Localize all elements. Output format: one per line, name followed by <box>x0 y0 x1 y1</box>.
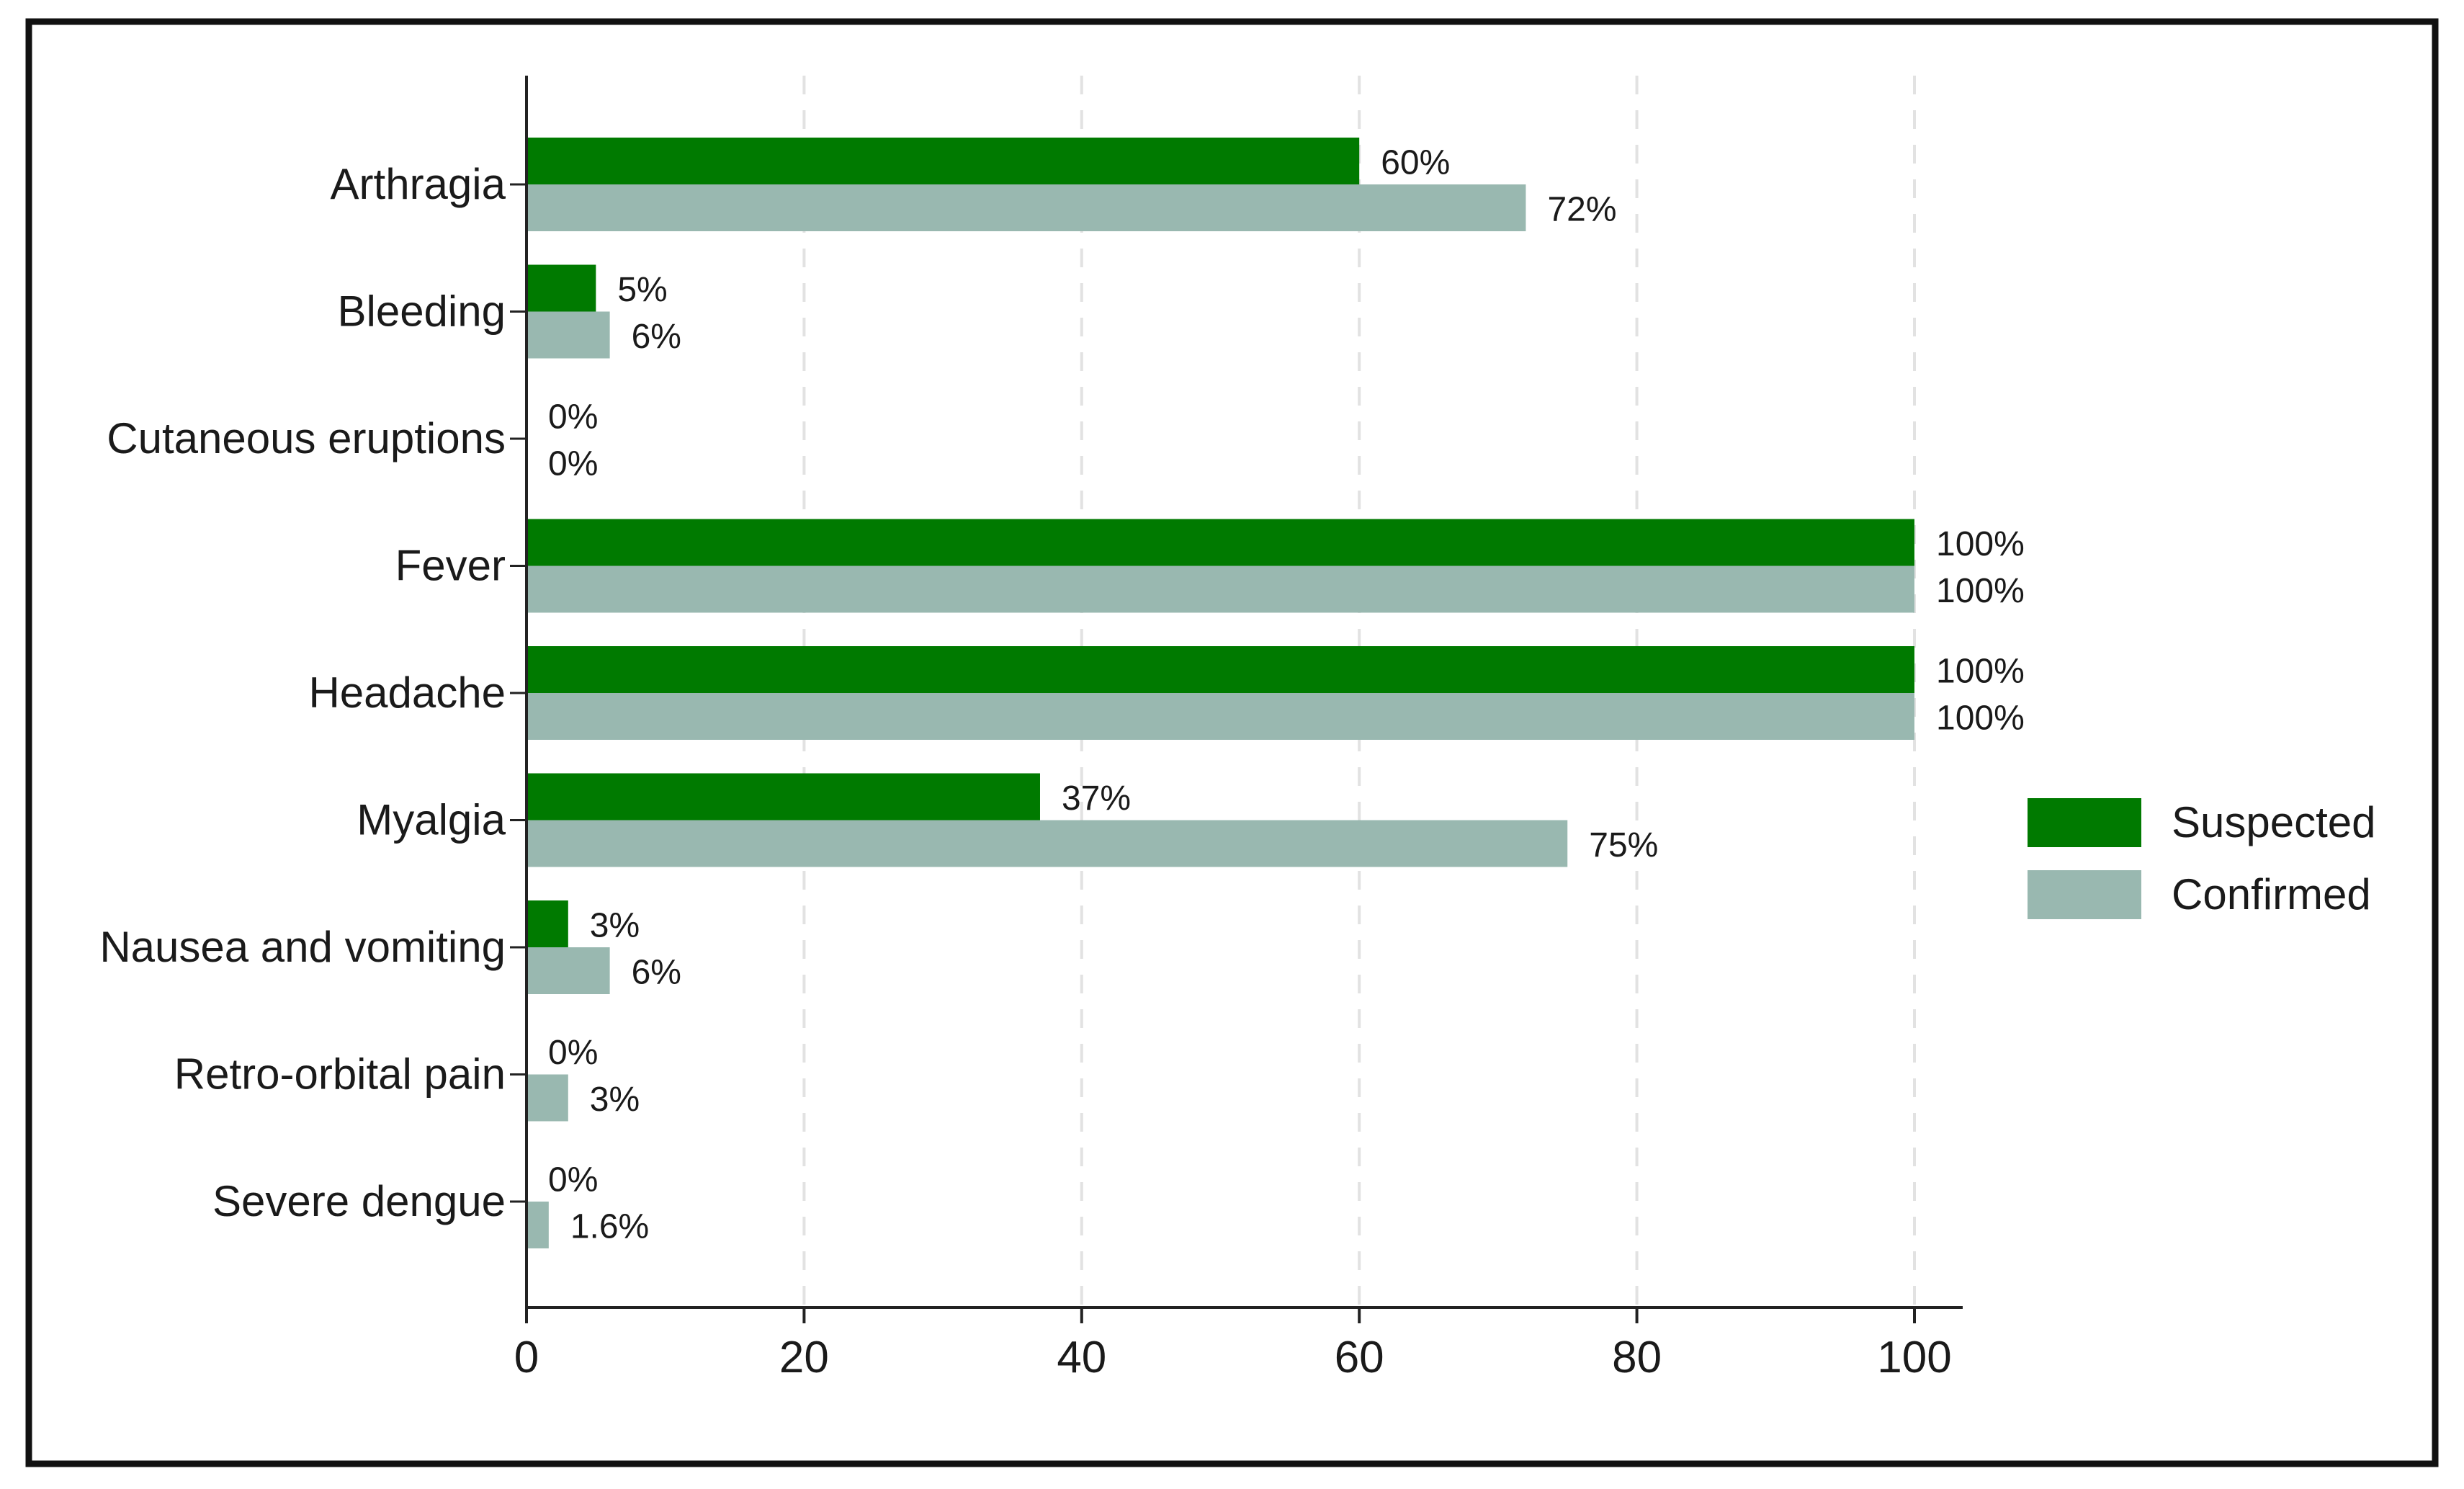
category-label: Severe dengue <box>212 1177 506 1225</box>
data-label: 75% <box>1589 826 1658 864</box>
x-tick-label: 60 <box>1335 1333 1384 1382</box>
data-label: 6% <box>632 318 681 356</box>
category-label: Fever <box>395 542 506 590</box>
data-label: 0% <box>548 1161 598 1199</box>
bar-suspected <box>527 264 596 312</box>
data-label: 3% <box>590 1081 640 1119</box>
category-label: Cutaneous eruptions <box>107 414 506 462</box>
x-tick-label: 40 <box>1057 1333 1106 1382</box>
category-label: Arthragia <box>331 160 506 208</box>
data-label: 1.6% <box>570 1208 649 1246</box>
x-tick-label: 80 <box>1612 1333 1662 1382</box>
data-label: 100% <box>1936 699 2025 738</box>
bar-confirmed <box>527 947 610 994</box>
bar-confirmed <box>527 311 610 359</box>
category-label: Nausea and vomiting <box>99 923 506 971</box>
data-label: 100% <box>1936 572 2025 610</box>
data-label: 60% <box>1381 144 1450 182</box>
data-label: 100% <box>1936 653 2025 691</box>
x-tick-label: 100 <box>1877 1333 1951 1382</box>
legend-label-confirmed: Confirmed <box>2172 870 2371 918</box>
data-label: 0% <box>548 1034 598 1072</box>
legend: Suspected Confirmed <box>2028 798 2376 919</box>
labels: 0 20 40 60 80 100 Arthragia 60% 72% Bleeding 5% 6% C… <box>99 144 2024 1383</box>
category-label: Bleeding <box>337 287 506 336</box>
data-label: 5% <box>617 271 667 309</box>
data-label: 0% <box>548 445 598 483</box>
x-tick-label: 20 <box>779 1333 829 1382</box>
bar-confirmed <box>527 1074 568 1122</box>
category-label: Retro-orbital pain <box>174 1050 506 1099</box>
bar-suspected <box>527 519 1914 566</box>
data-label: 72% <box>1547 191 1616 229</box>
bar-suspected <box>527 773 1040 820</box>
bar-suspected <box>527 900 568 947</box>
bar-confirmed <box>527 693 1914 740</box>
axes <box>510 76 1963 1323</box>
data-label: 100% <box>1936 525 2025 563</box>
category-label: Headache <box>308 669 506 717</box>
x-tick-label: 0 <box>514 1333 539 1382</box>
legend-label-suspected: Suspected <box>2172 798 2376 846</box>
bar-confirmed <box>527 820 1568 867</box>
bars <box>527 138 1914 1248</box>
bar-suspected <box>527 138 1360 184</box>
bar-confirmed <box>527 184 1526 231</box>
outer-border <box>25 18 2439 1467</box>
data-label: 37% <box>1062 779 1131 818</box>
legend-swatch-suspected <box>2028 798 2141 847</box>
data-label: 3% <box>590 907 640 945</box>
data-label: 6% <box>632 954 681 992</box>
data-label: 0% <box>548 398 598 437</box>
bar-confirmed <box>527 1202 549 1248</box>
category-label: Myalgia <box>357 796 506 844</box>
bar-confirmed <box>527 565 1914 613</box>
legend-swatch-confirmed <box>2028 870 2141 919</box>
bar-suspected <box>527 646 1914 693</box>
